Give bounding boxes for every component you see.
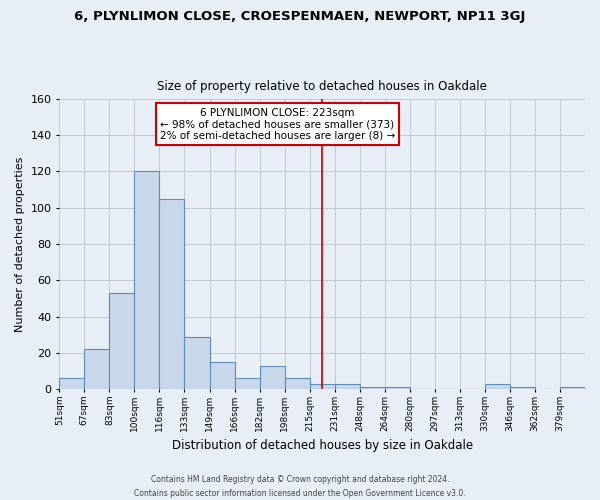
Text: 6, PLYNLIMON CLOSE, CROESPENMAEN, NEWPORT, NP11 3GJ: 6, PLYNLIMON CLOSE, CROESPENMAEN, NEWPOR… — [74, 10, 526, 23]
X-axis label: Distribution of detached houses by size in Oakdale: Distribution of detached houses by size … — [172, 440, 473, 452]
Bar — [160, 198, 184, 389]
Title: Size of property relative to detached houses in Oakdale: Size of property relative to detached ho… — [157, 80, 487, 94]
Bar — [360, 388, 385, 389]
Bar — [560, 388, 585, 389]
Bar — [485, 384, 510, 389]
Text: Contains HM Land Registry data © Crown copyright and database right 2024.
Contai: Contains HM Land Registry data © Crown c… — [134, 476, 466, 498]
Bar — [335, 384, 360, 389]
Bar — [510, 388, 535, 389]
Bar — [284, 378, 310, 389]
Bar — [85, 350, 109, 389]
Bar — [59, 378, 85, 389]
Bar — [184, 336, 209, 389]
Bar — [310, 384, 335, 389]
Bar — [109, 293, 134, 389]
Bar — [134, 172, 160, 389]
Bar — [260, 366, 284, 389]
Bar — [209, 362, 235, 389]
Bar — [235, 378, 260, 389]
Bar — [385, 388, 410, 389]
Text: 6 PLYNLIMON CLOSE: 223sqm
← 98% of detached houses are smaller (373)
2% of semi-: 6 PLYNLIMON CLOSE: 223sqm ← 98% of detac… — [160, 108, 395, 140]
Y-axis label: Number of detached properties: Number of detached properties — [15, 156, 25, 332]
